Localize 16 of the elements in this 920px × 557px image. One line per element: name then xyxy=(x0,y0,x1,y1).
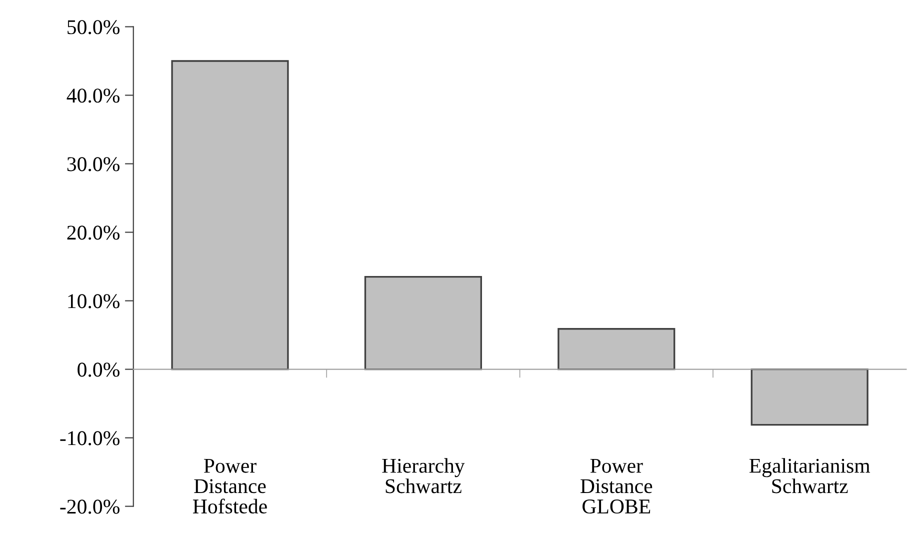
x-tick-label: Power Distance Hofstede xyxy=(192,458,267,514)
y-tick-label: 40.0% xyxy=(66,88,120,103)
bar xyxy=(171,60,289,370)
bar xyxy=(558,328,676,370)
bar xyxy=(364,276,482,370)
x-tick-label: Egalitarianism Schwartz xyxy=(749,458,870,494)
y-tick-label: -10.0% xyxy=(60,431,120,446)
x-tick-label: Hierarchy Schwartz xyxy=(382,458,465,494)
y-tick-label: 50.0% xyxy=(68,20,120,34)
y-tick-label: 0.0% xyxy=(78,362,120,377)
y-tick-label: 20.0% xyxy=(67,226,120,240)
bar xyxy=(750,368,868,426)
x-tick-label: Power Distance GLOBE xyxy=(580,458,652,514)
y-tick-label: -20.0% xyxy=(60,500,120,514)
y-tick-label: 30.0% xyxy=(67,157,120,172)
y-tick-label: 10.0% xyxy=(68,294,120,308)
